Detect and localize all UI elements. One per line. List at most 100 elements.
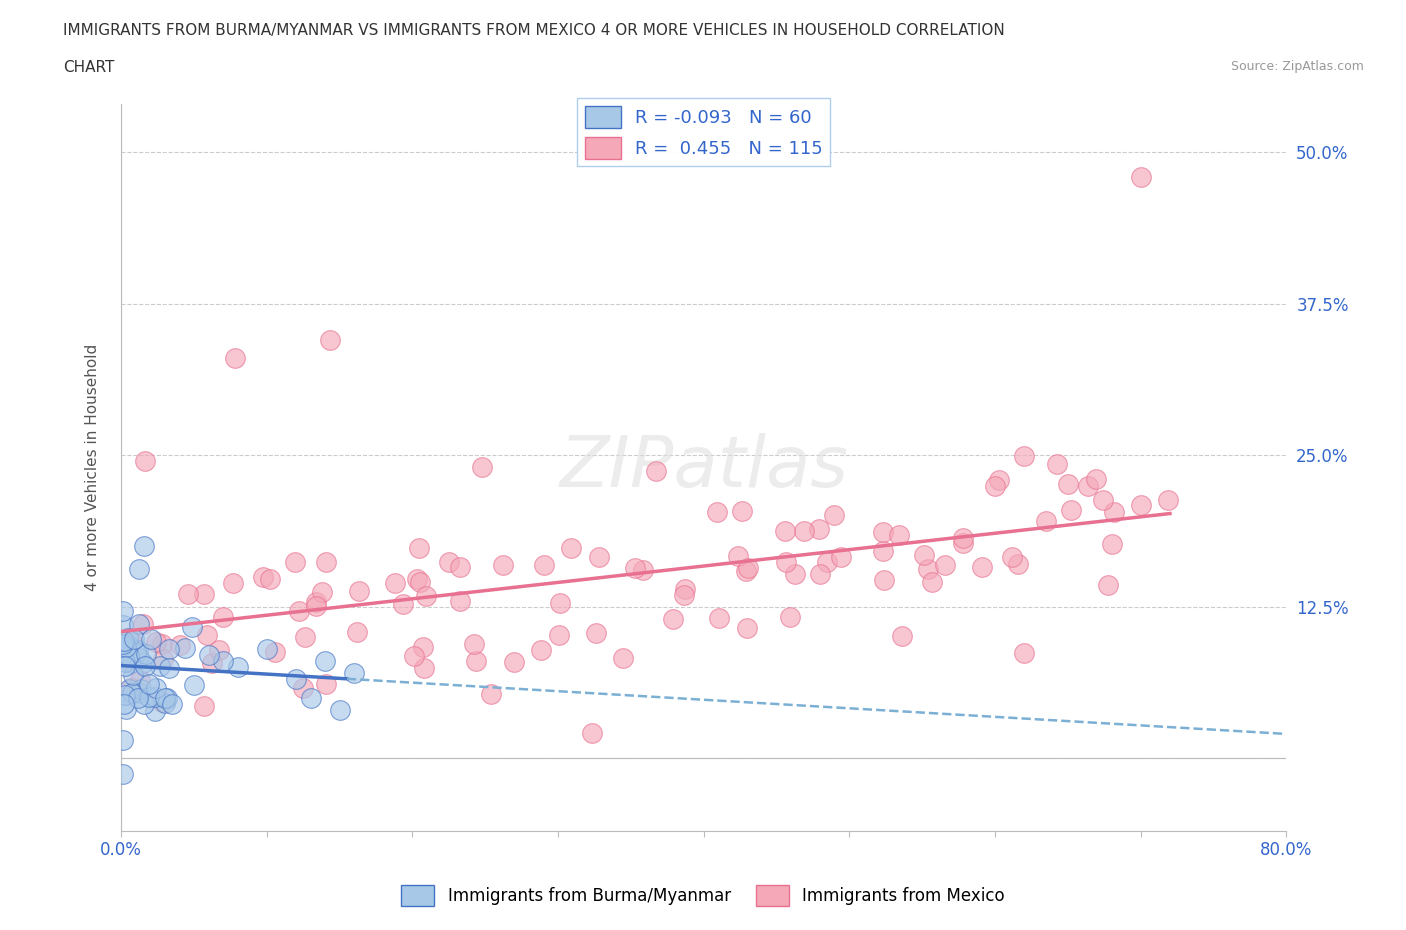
Point <box>138 689 160 704</box>
Point <box>145 681 167 696</box>
Point <box>128 673 150 688</box>
Point <box>785 566 807 581</box>
Point <box>193 698 215 713</box>
Point <box>408 575 430 590</box>
Point <box>127 643 149 658</box>
Text: Source: ZipAtlas.com: Source: ZipAtlas.com <box>1230 60 1364 73</box>
Point <box>153 690 176 705</box>
Point <box>735 620 758 635</box>
Point <box>548 595 571 610</box>
Point <box>128 651 150 666</box>
Point <box>405 571 427 586</box>
Point <box>222 576 245 591</box>
Point <box>143 703 166 718</box>
Point <box>128 561 150 576</box>
Point <box>111 618 134 633</box>
Point <box>264 644 287 659</box>
Point <box>413 660 436 675</box>
Point <box>114 655 136 670</box>
Point <box>111 733 134 748</box>
Point <box>1101 537 1123 551</box>
Point <box>173 640 195 655</box>
Point <box>987 472 1010 487</box>
Point <box>1085 472 1108 486</box>
Point <box>115 640 138 655</box>
Point <box>775 555 797 570</box>
Point <box>404 648 426 663</box>
Text: ZIPatlas: ZIPatlas <box>560 432 848 502</box>
Point <box>329 702 352 717</box>
Point <box>673 588 696 603</box>
Point <box>412 639 434 654</box>
Point <box>193 587 215 602</box>
Point <box>128 617 150 631</box>
Point <box>207 643 229 658</box>
Point <box>134 538 156 553</box>
Point <box>201 656 224 671</box>
Point <box>808 566 831 581</box>
Point <box>211 609 233 624</box>
Point <box>1060 503 1083 518</box>
Point <box>111 766 134 781</box>
Point <box>180 620 202 635</box>
Point <box>415 589 437 604</box>
Point <box>830 550 852 565</box>
Point <box>138 676 160 691</box>
Point <box>465 654 488 669</box>
Point <box>111 633 134 648</box>
Point <box>917 562 939 577</box>
Point <box>631 563 654 578</box>
Point <box>156 691 179 706</box>
Point <box>284 672 307 687</box>
Point <box>121 685 143 700</box>
Point <box>1035 513 1057 528</box>
Point <box>921 575 943 590</box>
Point <box>304 594 326 609</box>
Point <box>319 333 342 348</box>
Point <box>581 725 603 740</box>
Point <box>346 625 368 640</box>
Point <box>124 644 146 659</box>
Point <box>1014 448 1036 463</box>
Point <box>1046 457 1069 472</box>
Point <box>530 643 553 658</box>
Point <box>503 655 526 670</box>
Point <box>311 585 333 600</box>
Point <box>122 668 145 683</box>
Point <box>392 597 415 612</box>
Text: CHART: CHART <box>63 60 115 75</box>
Point <box>197 647 219 662</box>
Point <box>560 540 582 555</box>
Legend: R = -0.093   N = 60, R =  0.455   N = 115: R = -0.093 N = 60, R = 0.455 N = 115 <box>578 99 830 166</box>
Point <box>437 555 460 570</box>
Point <box>120 633 142 648</box>
Point <box>479 686 502 701</box>
Point <box>111 604 134 618</box>
Point <box>314 654 336 669</box>
Point <box>111 636 134 651</box>
Point <box>471 460 494 475</box>
Point <box>132 656 155 671</box>
Point <box>129 681 152 696</box>
Point <box>707 611 730 626</box>
Point <box>662 612 685 627</box>
Point <box>287 604 309 618</box>
Text: IMMIGRANTS FROM BURMA/MYANMAR VS IMMIGRANTS FROM MEXICO 4 OR MORE VEHICLES IN HO: IMMIGRANTS FROM BURMA/MYANMAR VS IMMIGRA… <box>63 23 1005 38</box>
Point <box>823 507 845 522</box>
Point <box>160 697 183 711</box>
Point <box>912 548 935 563</box>
Point <box>492 557 515 572</box>
Point <box>779 610 801 625</box>
Point <box>128 685 150 700</box>
Point <box>1097 578 1119 592</box>
Point <box>1007 556 1029 571</box>
Point <box>612 651 634 666</box>
Point <box>112 634 135 649</box>
Point <box>588 550 610 565</box>
Point <box>585 626 607 641</box>
Point <box>984 478 1007 493</box>
Point <box>645 463 668 478</box>
Y-axis label: 4 or more Vehicles in Household: 4 or more Vehicles in Household <box>86 344 100 591</box>
Point <box>118 649 141 664</box>
Point <box>623 561 645 576</box>
